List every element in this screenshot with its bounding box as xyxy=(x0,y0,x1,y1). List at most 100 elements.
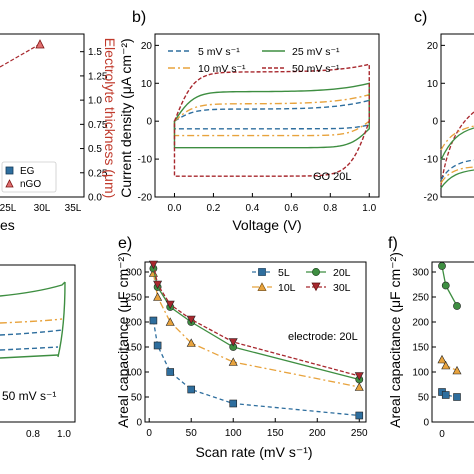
panel-c-y-tick-label: -10 xyxy=(424,155,439,166)
legend-5l-marker xyxy=(258,268,266,276)
panel-d-axes-frame xyxy=(0,264,76,423)
panel-b-y-tick-label: -10 xyxy=(138,155,153,166)
panel-e-data-point xyxy=(148,260,158,270)
panel-e-data-point xyxy=(153,292,163,301)
panel-b-cv-curve xyxy=(173,99,370,130)
panel-a-y2-tick-label: 0.75 xyxy=(88,120,108,131)
panel-a-x-tick-label: 35L xyxy=(65,203,82,214)
panel-f-y-tick-label: 50 xyxy=(418,393,430,404)
panel-f-y-tick-label: 0 xyxy=(423,418,429,429)
panel-a-legend xyxy=(1,161,57,193)
panel-e-annotation: electrode: 20L xyxy=(288,331,358,343)
legend-20l-label: 20L xyxy=(333,267,351,279)
panel-e-y-axis-label: Areal capacitance (μF cm⁻²) xyxy=(115,252,131,428)
panel-f-data-point xyxy=(453,393,461,401)
panel-f-label: f) xyxy=(388,235,398,252)
panel-e-data-point xyxy=(165,300,175,310)
legend-10l-label: 10L xyxy=(278,282,296,294)
panel-e-data-point xyxy=(165,317,175,326)
panel-e-x-tick-label: 0 xyxy=(146,428,152,439)
panel-a-legend-ngo-label: nGO xyxy=(20,179,41,190)
panel-f-data-point xyxy=(441,281,450,290)
panel-a-trend-line xyxy=(0,43,41,68)
panel-e-x-tick-label: 250 xyxy=(351,428,368,439)
panel-a-y2-tick-label: 0.5 xyxy=(88,144,102,155)
panel-f-data-point xyxy=(441,360,451,370)
panel-e-axes-frame xyxy=(144,261,367,423)
panel-b-label: b) xyxy=(132,9,146,26)
panel-b-y-axis-label: Current density (μA cm⁻²) xyxy=(118,38,134,197)
panel-e-plot-area xyxy=(148,260,364,420)
panel-b-legend: 5 mV s⁻¹ 25 mV s⁻¹ 10 mV s⁻¹ 50 mV s⁻¹ xyxy=(168,46,340,75)
panel-d-annotation: 50 mV s⁻¹ xyxy=(2,389,56,403)
panel-b-axes-frame xyxy=(154,33,380,198)
panel-c-y-tick-label: 0 xyxy=(432,117,438,128)
legend-5l-label: 5L xyxy=(278,267,290,279)
panel-c-label: c) xyxy=(414,9,427,26)
panel-c-curves xyxy=(440,111,474,189)
panel-f-data-point xyxy=(437,354,447,364)
panel-f-y-tick-label: 200 xyxy=(412,318,429,329)
panel-a-x-tick-label: 25L xyxy=(0,203,17,214)
legend-10l-marker xyxy=(257,282,267,291)
legend-25mv-label: 25 mV s⁻¹ xyxy=(292,46,340,58)
panel-f-y-axis: 0 50 100 150 200 250 300 xyxy=(412,268,436,429)
panel-c-y-axis: 20 10 0 -10 -20 xyxy=(424,41,445,204)
panel-b: b) Current density (μA cm⁻²) 20 10 0 -10 -20… xyxy=(118,9,380,233)
panel-a-y2-tick-label: 0.25 xyxy=(88,168,108,179)
legend-20l-marker xyxy=(312,268,320,276)
panel-e-legend: 5L 20L 10L 30L xyxy=(252,267,351,294)
panel-f-y-tick-label: 100 xyxy=(412,368,429,379)
panel-e-label: e) xyxy=(118,235,132,252)
panel-a-y2-axis: 0.0 0.25 0.5 0.75 1.0 1.25 1.5 xyxy=(80,47,108,204)
panel-b-y-axis: 20 10 0 -10 -20 xyxy=(138,41,159,204)
panel-e-y-axis: 0 50 100 150 200 250 300 xyxy=(125,268,149,429)
panel-e-data-point xyxy=(229,399,238,408)
panel-a-y2-tick-label: 1.25 xyxy=(88,71,108,82)
panel-a-legend-ngo-marker xyxy=(5,179,14,188)
panel-e: e) Areal capacitance (μF cm⁻²) 0 50 100 150… xyxy=(115,235,368,460)
panel-d-x-tick-label: 1.0 xyxy=(57,429,71,440)
panel-d: 50 mV s⁻¹ 0.8 1.0 xyxy=(0,264,76,440)
panel-e-y-tick-label: 200 xyxy=(125,318,142,329)
panel-c-y-tick-label: -20 xyxy=(424,193,439,204)
panel-e-y-tick-label: 50 xyxy=(131,393,143,404)
panel-b-cv-curve xyxy=(173,63,370,177)
panel-f-data-point xyxy=(441,391,450,399)
panel-a-x-tick-label: 30L xyxy=(34,203,51,214)
panel-a: 25L 30L 35L EG nGO 0.0 0.25 0.5 0.75 1.0 1.25… xyxy=(0,33,118,233)
panel-e-data-point xyxy=(166,368,175,376)
panel-b-annotation: GO 20L xyxy=(313,171,352,183)
panel-a-y2-tick-label: 1.5 xyxy=(88,47,102,58)
panel-f-plot-area xyxy=(437,262,462,401)
panel-b-plot-area xyxy=(173,63,370,177)
panel-e-x-axis-label: Scan rate (mV s⁻¹) xyxy=(195,444,312,460)
panel-e-series-line xyxy=(152,264,360,377)
panel-b-x-tick-label: 0.2 xyxy=(206,203,220,214)
panel-f-data-point xyxy=(453,302,461,310)
panel-e-data-point xyxy=(187,385,196,394)
panel-a-axes-frame xyxy=(0,33,85,198)
panel-e-y-tick-label: 100 xyxy=(125,368,142,379)
legend-10mv-label: 10 mV s⁻¹ xyxy=(198,63,246,75)
panel-e-data-point xyxy=(354,372,364,381)
panel-e-series-line xyxy=(152,320,360,417)
panel-e-y-tick-label: 250 xyxy=(125,293,142,304)
panel-a-ngo-point xyxy=(35,39,45,49)
panel-e-data-point xyxy=(228,357,238,366)
panel-a-y2-axis-label: Electrolyte thickness (μm) xyxy=(102,38,118,199)
panel-b-x-tick-label: 0.8 xyxy=(323,203,337,214)
legend-5mv-label: 5 mV s⁻¹ xyxy=(198,46,240,58)
panel-f-y-tick-label: 150 xyxy=(412,343,429,354)
panel-b-y-tick-label: 0 xyxy=(146,117,152,128)
panel-f-axes-frame xyxy=(431,261,474,423)
panel-a-y2-tick-label: 0.0 xyxy=(88,193,102,204)
panel-f-x-tick-label: 0 xyxy=(439,429,445,440)
panel-e-x-tick-label: 200 xyxy=(309,428,326,439)
panel-c: c) 20 10 0 -10 -20 xyxy=(414,9,474,204)
panel-e-x-tick-label: 100 xyxy=(225,428,242,439)
panel-b-y-tick-label: -20 xyxy=(138,193,153,204)
legend-30l-label: 30L xyxy=(333,282,351,294)
panel-e-x-tick-label: 150 xyxy=(267,428,284,439)
panel-e-y-tick-label: 150 xyxy=(125,343,142,354)
